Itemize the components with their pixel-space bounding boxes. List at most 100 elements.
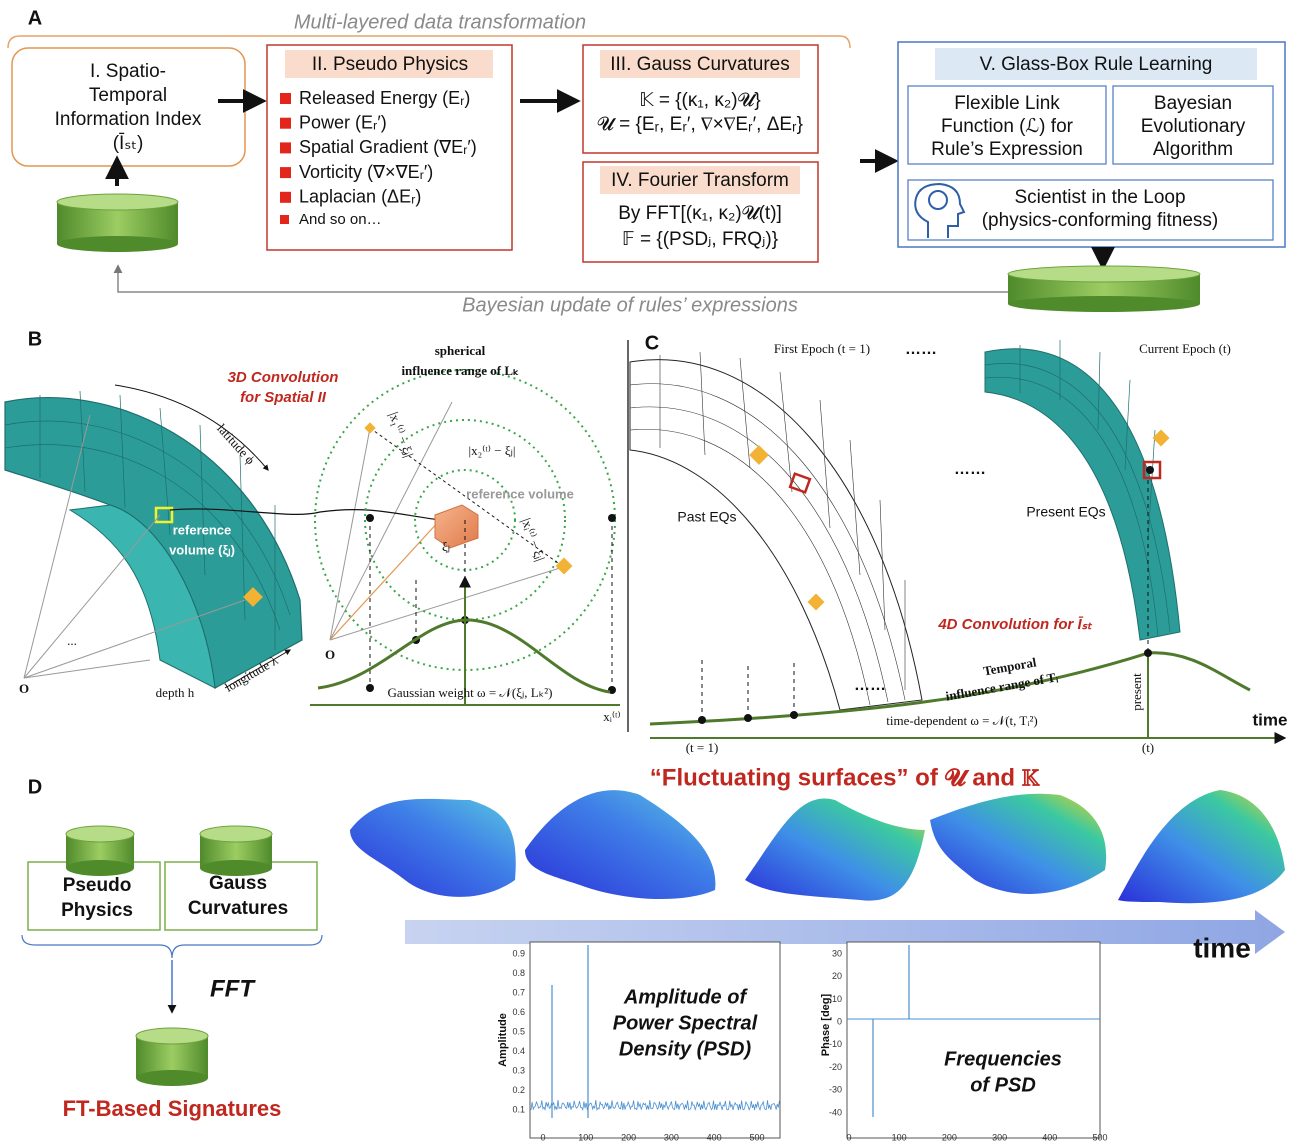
eq-marker xyxy=(808,594,825,611)
yticks: 0.8 xyxy=(512,968,525,978)
title: of PSD xyxy=(970,1074,1036,1096)
lines: By FFT[(κ₁, κ₂)𝓤(t)] xyxy=(618,203,782,224)
bayesian: Bayesian xyxy=(1154,93,1232,114)
xticks: 500 xyxy=(749,1132,764,1142)
gauss: Curvatures xyxy=(188,898,288,919)
link-function: Function (ℒ) for xyxy=(941,116,1074,137)
point xyxy=(608,514,616,522)
xticks: 400 xyxy=(1042,1132,1057,1142)
start: (t = 1) xyxy=(686,740,719,755)
ylabel: Amplitude xyxy=(497,1013,509,1067)
origins: O xyxy=(19,681,29,696)
yticks: 0.6 xyxy=(512,1007,525,1017)
yticks: -30 xyxy=(829,1085,842,1095)
yticks: 0.1 xyxy=(512,1104,525,1114)
index-box: Information Index xyxy=(55,109,202,130)
yticks: 10 xyxy=(832,994,842,1004)
items: Laplacian (ΔEᵣ) xyxy=(299,187,421,207)
bullet xyxy=(280,118,291,129)
distances: |x₂⁽ᵗ⁾ − ξⱼ| xyxy=(468,443,515,458)
bayesian: Algorithm xyxy=(1153,139,1233,160)
yticks: -10 xyxy=(829,1039,842,1049)
index-box: Temporal xyxy=(89,85,167,106)
surface xyxy=(350,799,516,897)
convolution: 3D Convolution xyxy=(228,369,339,386)
bullet xyxy=(280,142,291,153)
items: Vorticity (∇×∇Eᵣ′) xyxy=(299,162,433,182)
xi: ξⱼ xyxy=(442,539,450,554)
eq-marker xyxy=(749,445,769,465)
cylinder-top xyxy=(66,826,134,842)
yticks: 0.3 xyxy=(512,1065,525,1075)
reference: reference xyxy=(173,522,232,537)
bullet xyxy=(280,167,291,178)
figure: AMulti-layered data transformationI. Spa… xyxy=(0,0,1303,1144)
pseudo: Pseudo xyxy=(63,875,132,896)
bullet xyxy=(280,192,291,203)
yticks: 0.5 xyxy=(512,1026,525,1036)
cylinder-top xyxy=(136,1028,208,1044)
xticks: 0 xyxy=(846,1132,851,1142)
point xyxy=(1144,649,1152,657)
header: III. Gauss Curvatures xyxy=(610,54,790,75)
wireframe-shell xyxy=(630,360,922,710)
bullet xyxy=(280,93,291,104)
surface xyxy=(930,794,1106,894)
xticks: 500 xyxy=(1092,1132,1107,1142)
cylinder-top xyxy=(57,194,178,210)
reference: volume (ξⱼ) xyxy=(169,542,235,557)
page: Figure { "panel_a": { "label": "A", "ban… xyxy=(0,0,1303,1144)
yticks: 30 xyxy=(832,948,842,958)
index-box: (Īₛₜ) xyxy=(113,133,144,154)
weight: time-dependent ω = 𝒩(t, Tᵢ²) xyxy=(886,713,1037,728)
yticks: 0.2 xyxy=(512,1085,525,1095)
gaussian: Gaussian weight ω = 𝒩(ξⱼ, Lₖ²) xyxy=(388,685,553,700)
title: Frequencies xyxy=(944,1048,1062,1070)
link-function: Rule’s Expression xyxy=(931,139,1083,160)
yticks: 20 xyxy=(832,971,842,981)
point xyxy=(366,514,374,522)
label: D xyxy=(28,776,42,798)
yticks: 0.4 xyxy=(512,1046,525,1056)
projection-lines xyxy=(370,518,612,690)
yticks: 0.9 xyxy=(512,948,525,958)
time: time xyxy=(1253,710,1288,729)
phase-axes xyxy=(847,942,1100,1138)
xticks: 100 xyxy=(892,1132,907,1142)
point xyxy=(366,684,374,692)
eq-marker xyxy=(556,558,573,575)
scientist: (physics-conforming fitness) xyxy=(982,210,1219,231)
surface xyxy=(525,790,715,899)
now: (t) xyxy=(1142,740,1154,755)
surface xyxy=(745,798,925,900)
x-point: xᵢ⁽ᵗ⁾ xyxy=(603,709,621,724)
time-dots: …… xyxy=(854,677,886,694)
lines: 𝓤 = {Eᵣ, Eᵣ′, ∇×∇Eᵣ′, ΔEᵣ} xyxy=(597,114,803,135)
yticks: 0.7 xyxy=(512,987,525,997)
body: AMulti-layered data transformationI. Spa… xyxy=(0,0,1303,1144)
title: Power Spectral xyxy=(613,1012,758,1034)
cylinder-bottom xyxy=(66,860,134,876)
items: Spatial Gradient (∇Eᵣ′) xyxy=(299,137,477,157)
time: time xyxy=(1193,932,1251,963)
point xyxy=(698,716,706,724)
wireframe-grid xyxy=(630,352,905,705)
latitude: latitude ϕ xyxy=(214,421,258,468)
distances: |xᵢ⁽ᵗ⁾ − ξⱼ| xyxy=(519,516,548,563)
items: And so on… xyxy=(299,211,382,228)
yticks: -20 xyxy=(829,1062,842,1072)
xticks: 300 xyxy=(992,1132,1007,1142)
fft: FFT xyxy=(210,975,256,1002)
ellipsis: ... xyxy=(67,633,77,648)
influence: spherical xyxy=(435,343,486,358)
reference-marker xyxy=(790,474,810,493)
banner: Multi-layered data transformation xyxy=(294,11,586,33)
gauss: Gauss xyxy=(209,873,267,894)
bayesian: Evolutionary xyxy=(1141,116,1246,137)
cylinder-top xyxy=(1008,266,1200,282)
title: Density (PSD) xyxy=(619,1038,752,1060)
point xyxy=(744,714,752,722)
projection-lines xyxy=(702,660,794,720)
current-epoch: Current Epoch (t) xyxy=(1139,341,1231,356)
point xyxy=(790,711,798,719)
